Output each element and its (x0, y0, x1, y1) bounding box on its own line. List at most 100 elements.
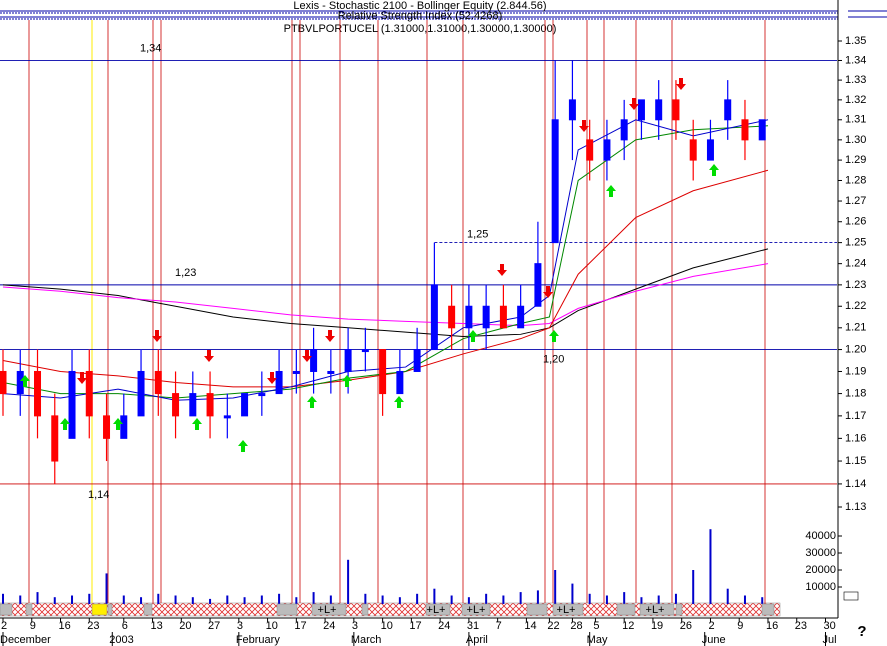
y-tick-label: 1.30 (845, 134, 866, 146)
volume-bar (588, 593, 591, 604)
candle-body (241, 393, 249, 417)
candle-body (292, 370, 300, 374)
buy-arrow (342, 375, 352, 387)
buy-arrow (307, 396, 317, 408)
status-cell (552, 603, 584, 616)
status-cell (311, 603, 347, 616)
y-tick-label: 1.15 (845, 455, 866, 467)
candle-body (741, 119, 749, 141)
indicator-label: Lexis - Stochastic 2100 - Bollinger Equi… (293, 0, 546, 12)
x-tick-label: 3 (352, 620, 358, 632)
candle-body (448, 305, 456, 329)
x-tick-label: 22 (547, 620, 559, 632)
candle-body (603, 139, 611, 161)
sell-arrow (325, 330, 335, 342)
moving-average (2, 263, 769, 327)
candle-body (706, 139, 714, 161)
y-tick-label: 1.35 (845, 35, 866, 47)
x-tick-label: 23 (87, 620, 99, 632)
volume-bar (623, 592, 626, 604)
status-cell (25, 603, 33, 616)
y-tick-label: 1.25 (845, 237, 866, 249)
candle-body (430, 284, 438, 351)
sell-arrow (579, 120, 589, 132)
month-label: May (587, 634, 608, 646)
sell-arrow (302, 350, 312, 362)
volume-bar (140, 597, 143, 604)
x-tick-label: 9 (30, 620, 36, 632)
status-label: +L+ (557, 604, 576, 616)
candle-body (568, 99, 576, 121)
help-button[interactable]: ? (857, 623, 866, 640)
x-tick-label: 23 (795, 620, 807, 632)
volume-bar (381, 595, 384, 604)
buy-arrow (394, 396, 404, 408)
level-label: 1,34 (140, 42, 161, 54)
candle-body (206, 393, 214, 417)
y-tick-label: 1.16 (845, 432, 866, 444)
volume-bar (536, 590, 539, 604)
volume-bar (36, 592, 39, 604)
volume-bar (191, 597, 194, 604)
sell-arrow (267, 372, 277, 384)
volume-bar (364, 593, 367, 604)
volume-bar (226, 595, 229, 604)
buy-arrow (549, 330, 559, 342)
x-tick-label: 27 (208, 620, 220, 632)
y-tick-label: 1.17 (845, 410, 866, 422)
y-tick-label: 1.26 (845, 216, 866, 228)
status-cell (143, 603, 153, 616)
candle-body (637, 99, 645, 121)
candle-body (68, 370, 76, 439)
y-tick-label: 1.22 (845, 300, 866, 312)
sell-arrow (152, 330, 162, 342)
status-label: +L+ (427, 604, 446, 616)
volume-bar (692, 570, 695, 604)
x-tick-label: 10 (266, 620, 278, 632)
level-label: 1,25 (467, 229, 488, 241)
buy-arrow (113, 418, 123, 430)
candle-body (16, 370, 24, 395)
level-label: 1,14 (88, 489, 109, 501)
y-tick-label: 1.19 (845, 365, 866, 377)
y-tick-label: 1.18 (845, 387, 866, 399)
candle-body (344, 349, 352, 372)
y-tick-label: 1.33 (845, 74, 866, 86)
x-tick-label: 28 (570, 620, 582, 632)
month-label: Jul (822, 634, 836, 646)
status-label: +L+ (646, 604, 665, 616)
status-cell (639, 603, 675, 616)
y-tick-label: 1.14 (845, 478, 866, 490)
candle-body (499, 305, 507, 329)
volume-bar (347, 559, 350, 604)
candle-body (137, 370, 145, 417)
candle-body (172, 393, 180, 417)
status-cell (461, 603, 491, 616)
volume-bar (433, 588, 436, 604)
volume-bar (312, 592, 315, 604)
candle-body (361, 349, 369, 353)
volume-bar (554, 570, 557, 604)
volume-bar (709, 529, 712, 604)
candle-body (258, 393, 266, 397)
sell-arrow (629, 98, 639, 110)
moving-average (2, 125, 769, 399)
month-label: December (0, 634, 51, 646)
candle-body (534, 263, 542, 307)
buy-arrow (709, 164, 719, 176)
status-cell (425, 603, 451, 616)
x-tick-label: 2 (708, 620, 714, 632)
candle-body (103, 415, 111, 439)
sell-arrow (77, 372, 87, 384)
volume-bar (450, 595, 453, 604)
x-tick-label: 16 (59, 620, 71, 632)
buy-arrow (606, 185, 616, 197)
volume-bar (174, 595, 177, 604)
candle-body (327, 370, 335, 374)
y-tick-label: 1.20 (845, 343, 866, 355)
x-tick-label: 30 (823, 620, 835, 632)
candle-body (0, 370, 7, 395)
volume-tick-label: 10000 (805, 581, 836, 593)
month-label: 2003 (109, 634, 133, 646)
status-cell (361, 603, 369, 616)
